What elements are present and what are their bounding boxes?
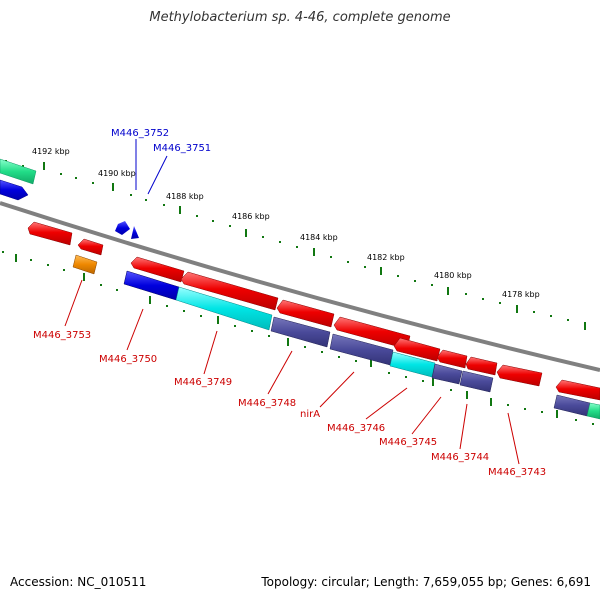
cds-feature[interactable] (270, 316, 331, 348)
kbp-label: 4182 kbp (367, 253, 405, 262)
cds-feature[interactable] (77, 238, 104, 256)
gene-label[interactable]: M446_3746 (327, 423, 385, 434)
cds-feature[interactable] (496, 364, 543, 387)
cds-feature[interactable] (0, 158, 37, 185)
cds-feature[interactable] (333, 316, 411, 350)
cds-feature[interactable] (555, 379, 600, 401)
kbp-label: 4192 kbp (32, 147, 70, 156)
cds-feature[interactable] (393, 337, 441, 362)
cds-feature[interactable] (459, 370, 494, 393)
leader-lines (64, 139, 520, 465)
gene-label[interactable]: M446_3750 (99, 354, 157, 365)
gene-labels: M446_3752 M446_3751 M446_3753 M446_3750 … (33, 128, 546, 478)
gene-label[interactable]: M446_3744 (431, 452, 489, 463)
map-title: Methylobacterium sp. 4-46, complete geno… (149, 10, 451, 25)
gene-label[interactable]: M446_3748 (238, 398, 296, 409)
cds-feature[interactable] (436, 349, 468, 369)
topology-text: Topology: circular; Length: 7,659,055 bp… (261, 575, 591, 589)
cds-feature[interactable] (0, 179, 29, 201)
gene-label[interactable]: nirA (300, 409, 320, 420)
gene-label[interactable]: M446_3745 (379, 437, 437, 448)
cds-feature[interactable] (586, 402, 600, 420)
kbp-label: 4178 kbp (502, 290, 540, 299)
cds-feature[interactable] (175, 286, 273, 331)
inner-tick-track (2, 251, 594, 425)
kbp-label: 4186 kbp (232, 212, 270, 221)
reverse-features-row2 (72, 254, 600, 420)
accession-text: Accession: NC_010511 (10, 575, 147, 589)
gene-label[interactable]: M446_3751 (153, 143, 211, 154)
kbp-label: 4190 kbp (98, 169, 136, 178)
cds-feature[interactable] (276, 299, 335, 328)
gene-label[interactable]: M446_3753 (33, 330, 91, 341)
kbp-label: 4188 kbp (166, 192, 204, 201)
outer-tick-track (5, 160, 586, 330)
genome-backbone (0, 201, 600, 372)
kbp-label: 4184 kbp (300, 233, 338, 242)
kbp-labels: 4192 kbp 4190 kbp 4188 kbp 4186 kbp 4184… (32, 147, 540, 299)
cds-feature[interactable] (180, 271, 279, 311)
gene-label[interactable]: M446_3749 (174, 377, 232, 388)
forward-features (0, 158, 139, 239)
kbp-label: 4180 kbp (434, 271, 472, 280)
cds-feature[interactable] (72, 254, 98, 275)
cds-feature[interactable] (553, 394, 591, 417)
cds-feature[interactable] (27, 221, 73, 246)
cds-feature[interactable] (115, 221, 130, 235)
gene-label[interactable]: M446_3743 (488, 467, 546, 478)
cds-feature[interactable] (130, 256, 185, 283)
cds-feature[interactable] (431, 363, 463, 385)
cds-feature[interactable] (465, 356, 498, 376)
cds-feature[interactable] (131, 226, 139, 239)
reverse-features-row1 (27, 221, 600, 401)
gene-label[interactable]: M446_3752 (111, 128, 169, 139)
